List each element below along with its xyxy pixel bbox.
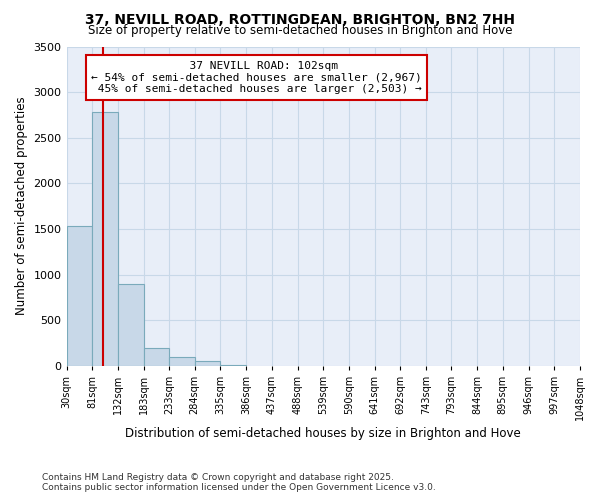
Bar bbox=[67, 226, 92, 366]
Bar bbox=[169, 356, 194, 366]
Text: 37 NEVILL ROAD: 102sqm
← 54% of semi-detached houses are smaller (2,967)
 45% of: 37 NEVILL ROAD: 102sqm ← 54% of semi-det… bbox=[91, 61, 422, 94]
Bar bbox=[220, 365, 246, 366]
Y-axis label: Number of semi-detached properties: Number of semi-detached properties bbox=[15, 97, 28, 316]
X-axis label: Distribution of semi-detached houses by size in Brighton and Hove: Distribution of semi-detached houses by … bbox=[125, 427, 521, 440]
Bar bbox=[118, 284, 144, 366]
Bar bbox=[92, 112, 118, 366]
Bar bbox=[194, 361, 220, 366]
Text: Size of property relative to semi-detached houses in Brighton and Hove: Size of property relative to semi-detach… bbox=[88, 24, 512, 37]
Bar bbox=[144, 348, 169, 366]
Text: Contains HM Land Registry data © Crown copyright and database right 2025.
Contai: Contains HM Land Registry data © Crown c… bbox=[42, 473, 436, 492]
Text: 37, NEVILL ROAD, ROTTINGDEAN, BRIGHTON, BN2 7HH: 37, NEVILL ROAD, ROTTINGDEAN, BRIGHTON, … bbox=[85, 12, 515, 26]
